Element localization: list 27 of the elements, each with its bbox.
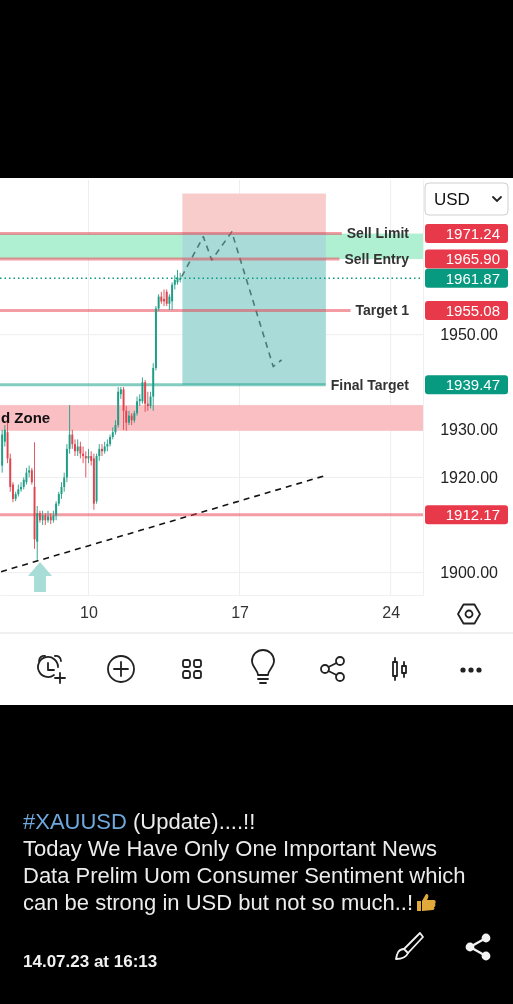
ref-line-label: Sell Limit — [346, 225, 410, 242]
candlestick — [122, 386, 125, 431]
candlestick — [38, 510, 41, 524]
text: 1961.87 — [445, 269, 500, 287]
x-tick-label: 17 — [231, 604, 250, 622]
x-tick-label: 24 — [382, 604, 401, 622]
line-series — [180, 231, 283, 368]
y-tick-label: 1900.00 — [440, 564, 499, 582]
y-tick-label: 1930.00 — [440, 421, 499, 439]
ref-line-label: Sell Entry — [344, 250, 410, 267]
text: 1939.47 — [445, 376, 500, 394]
y-tick-label: 1920.00 — [440, 469, 499, 487]
candlestick — [141, 377, 144, 405]
y-tick-label: 1950.00 — [440, 326, 499, 344]
text: #XAUUSD (Update)....!! — [23, 809, 256, 834]
ref-line-label: Final Target — [330, 376, 410, 393]
text: 1955.08 — [445, 301, 500, 319]
y-axis-title: USD — [434, 190, 470, 210]
text: 1912.17 — [445, 506, 500, 524]
x-tick-label: 10 — [80, 604, 98, 622]
ref-line-label: Target 1 — [355, 302, 410, 319]
text: 1971.24 — [445, 224, 500, 242]
band-label: d Zone — [1, 409, 51, 427]
text: 14.07.23 at 16:13 — [23, 952, 158, 972]
text: Today We Have Only One Important News Data Prelim Uom Consumer Sentiment which can be strong in USD but not so much..! — [23, 836, 466, 915]
candlestick — [47, 510, 49, 524]
text: 1965.90 — [445, 250, 500, 268]
